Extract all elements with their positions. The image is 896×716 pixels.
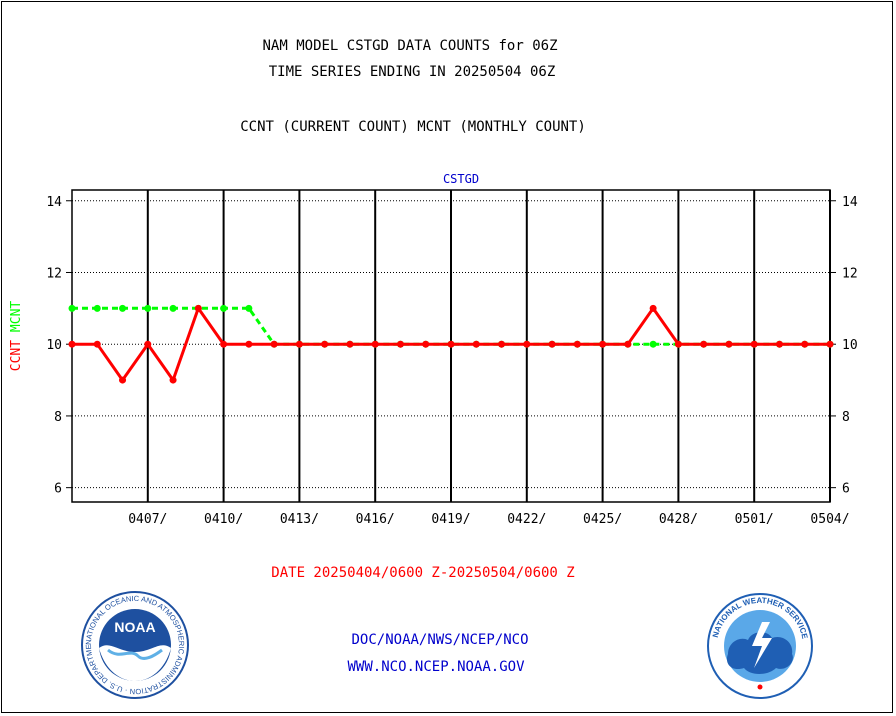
noaa-logo-text: NOAA bbox=[114, 619, 155, 635]
y-tick-label-right: 14 bbox=[842, 195, 858, 210]
data-point-ccnt bbox=[447, 340, 455, 348]
y-tick-label: 6 bbox=[54, 482, 62, 497]
chart-title-line2: TIME SERIES ENDING IN 20250504 06Z bbox=[268, 64, 556, 80]
x-tick-label: 0416/ bbox=[356, 512, 395, 527]
data-point-ccnt bbox=[321, 340, 329, 348]
data-point-ccnt bbox=[68, 340, 76, 348]
data-point-ccnt bbox=[144, 340, 152, 348]
data-point-ccnt bbox=[422, 340, 430, 348]
y-tick-label: 8 bbox=[54, 410, 62, 425]
noaa-logo: NOAA NATIONAL OCEANIC AND ATMOSPHERIC AD… bbox=[80, 590, 189, 699]
data-point-ccnt bbox=[119, 376, 127, 384]
org-path-text: DOC/NOAA/NWS/NCEP/NCO bbox=[351, 632, 529, 648]
data-point-ccnt bbox=[725, 340, 733, 348]
chart-subtitle: CCNT (CURRENT COUNT) MCNT (MONTHLY COUNT… bbox=[240, 119, 586, 135]
date-range-label: DATE 20250404/0600 Z-20250504/0600 Z bbox=[271, 565, 575, 581]
chart-title-line1: NAM MODEL CSTGD DATA COUNTS for 06Z bbox=[262, 38, 558, 54]
x-tick-label: 0428/ bbox=[659, 512, 698, 527]
data-point-ccnt bbox=[396, 340, 404, 348]
x-tick-label: 0413/ bbox=[280, 512, 319, 527]
y-axis-label: CCNT MCNT bbox=[9, 301, 24, 372]
y-tick-label-right: 6 bbox=[842, 482, 850, 497]
data-point-mcnt bbox=[68, 304, 76, 312]
data-point-mcnt bbox=[220, 304, 228, 312]
data-point-ccnt bbox=[169, 376, 177, 384]
data-point-ccnt bbox=[194, 304, 202, 312]
x-tick-label: 0419/ bbox=[431, 512, 470, 527]
y-tick-label: 12 bbox=[46, 266, 62, 281]
data-point-ccnt bbox=[220, 340, 228, 348]
data-point-mcnt bbox=[93, 304, 101, 312]
data-point-ccnt bbox=[295, 340, 303, 348]
data-point-ccnt bbox=[245, 340, 253, 348]
data-point-ccnt bbox=[548, 340, 556, 348]
data-point-ccnt bbox=[346, 340, 354, 348]
x-tick-label: 0407/ bbox=[128, 512, 167, 527]
data-point-ccnt bbox=[371, 340, 379, 348]
y-axis-label-mcnt: MCNT bbox=[9, 301, 24, 340]
data-point-ccnt bbox=[498, 340, 506, 348]
y-tick-label: 14 bbox=[46, 195, 62, 210]
data-point-ccnt bbox=[775, 340, 783, 348]
data-point-mcnt bbox=[245, 304, 253, 312]
data-point-ccnt bbox=[93, 340, 101, 348]
data-point-mcnt bbox=[649, 340, 657, 348]
data-point-mcnt bbox=[169, 304, 177, 312]
data-point-mcnt bbox=[119, 304, 127, 312]
data-point-ccnt bbox=[472, 340, 480, 348]
x-tick-label: 0425/ bbox=[583, 512, 622, 527]
y-tick-label-right: 8 bbox=[842, 410, 850, 425]
x-tick-label: 0410/ bbox=[204, 512, 243, 527]
website-link[interactable]: WWW.NCO.NCEP.NOAA.GOV bbox=[347, 659, 525, 675]
data-point-ccnt bbox=[573, 340, 581, 348]
y-axis-label-ccnt: CCNT bbox=[9, 340, 24, 371]
y-tick-label: 10 bbox=[46, 338, 62, 353]
data-point-ccnt bbox=[826, 340, 834, 348]
data-point-ccnt bbox=[270, 340, 278, 348]
data-point-ccnt bbox=[523, 340, 531, 348]
data-point-mcnt bbox=[144, 304, 152, 312]
data-point-ccnt bbox=[624, 340, 632, 348]
x-tick-label: 0504/ bbox=[810, 512, 849, 527]
y-tick-label-right: 10 bbox=[842, 338, 858, 353]
data-point-ccnt bbox=[599, 340, 607, 348]
panel-title: CSTGD bbox=[443, 172, 479, 186]
data-point-ccnt bbox=[674, 340, 682, 348]
data-point-ccnt bbox=[700, 340, 708, 348]
time-series-chart: 6 6 8 8 10 10 12 12 14 14 0407/0410/0413/0416/0419… bbox=[9, 172, 858, 527]
x-tick-label: 0501/ bbox=[735, 512, 774, 527]
data-point-ccnt bbox=[801, 340, 809, 348]
data-point-ccnt bbox=[649, 304, 657, 312]
x-tick-label: 0422/ bbox=[507, 512, 546, 527]
y-tick-label-right: 12 bbox=[842, 266, 858, 281]
data-point-ccnt bbox=[750, 340, 758, 348]
nws-logo: NATIONAL WEATHER SERVICE bbox=[707, 593, 813, 699]
